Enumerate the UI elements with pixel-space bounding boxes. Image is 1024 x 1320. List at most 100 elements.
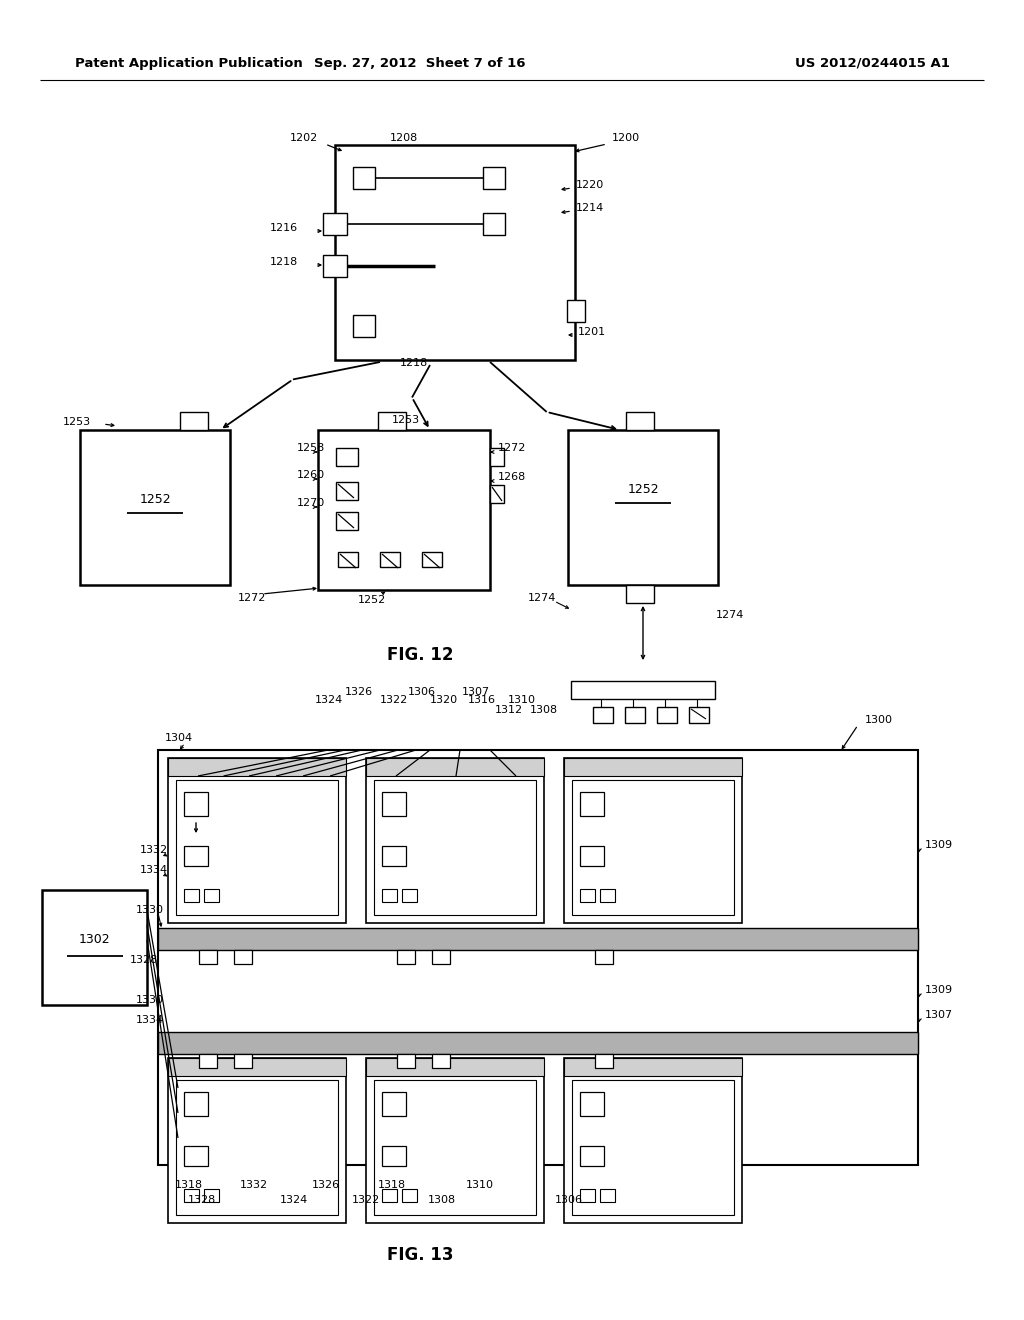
Text: 1201: 1201	[578, 327, 606, 337]
Bar	[353, 168, 375, 189]
Bar	[184, 792, 208, 816]
Text: 1308: 1308	[530, 705, 558, 715]
Bar	[483, 168, 505, 189]
Text: 1252: 1252	[139, 492, 171, 506]
Bar	[600, 1189, 615, 1203]
Text: 1306: 1306	[555, 1195, 583, 1205]
Text: 1328: 1328	[130, 954, 159, 965]
Bar	[42, 890, 147, 1005]
Text: 1309: 1309	[925, 985, 953, 995]
Bar	[366, 758, 544, 776]
Text: US 2012/0244015 A1: US 2012/0244015 A1	[795, 57, 950, 70]
Text: 1216: 1216	[270, 223, 298, 234]
Text: 1330: 1330	[136, 906, 164, 915]
Bar	[366, 1059, 544, 1076]
Bar	[572, 780, 734, 915]
Bar	[432, 1053, 450, 1068]
Text: 1202: 1202	[290, 133, 318, 143]
Text: 1274: 1274	[716, 610, 744, 620]
Bar	[490, 484, 504, 503]
Text: 1309: 1309	[925, 840, 953, 850]
Bar	[567, 300, 585, 322]
Bar	[80, 430, 230, 585]
Bar	[168, 758, 346, 776]
Text: 1320: 1320	[430, 696, 458, 705]
Bar	[336, 482, 358, 500]
Text: 1218: 1218	[400, 358, 428, 368]
Bar	[199, 950, 217, 964]
Bar	[382, 1092, 406, 1115]
Bar	[568, 430, 718, 585]
Bar	[382, 1189, 397, 1203]
Bar	[184, 1092, 208, 1115]
Text: 1318: 1318	[378, 1180, 407, 1191]
Bar	[580, 888, 595, 902]
Bar	[564, 758, 742, 923]
Bar	[366, 758, 544, 923]
Text: 1268: 1268	[498, 473, 526, 482]
Text: 1326: 1326	[345, 686, 373, 697]
Bar	[564, 1059, 742, 1224]
Bar	[580, 1092, 604, 1115]
Bar	[402, 888, 417, 902]
Bar	[402, 1189, 417, 1203]
Bar	[432, 950, 450, 964]
Bar	[184, 888, 199, 902]
Bar	[600, 888, 615, 902]
Bar	[184, 1146, 208, 1167]
Text: 1330: 1330	[136, 995, 164, 1005]
Bar	[180, 412, 208, 430]
Bar	[564, 1059, 742, 1076]
Bar	[338, 552, 357, 568]
Bar	[378, 412, 406, 430]
Bar	[158, 928, 918, 950]
Text: Sep. 27, 2012  Sheet 7 of 16: Sep. 27, 2012 Sheet 7 of 16	[314, 57, 525, 70]
Text: 1312: 1312	[495, 705, 523, 715]
Bar	[176, 780, 338, 915]
Bar	[580, 846, 604, 866]
Bar	[689, 708, 709, 723]
Bar	[168, 758, 346, 923]
Bar	[595, 1053, 613, 1068]
Text: 1322: 1322	[352, 1195, 380, 1205]
Bar	[572, 1080, 734, 1214]
Bar	[176, 1080, 338, 1214]
Text: 1270: 1270	[297, 498, 326, 508]
Text: 1308: 1308	[428, 1195, 456, 1205]
Text: 1252: 1252	[627, 483, 658, 496]
Text: 1318: 1318	[175, 1180, 203, 1191]
Text: 1304: 1304	[165, 733, 194, 743]
Text: 1334: 1334	[140, 865, 168, 875]
Text: 1306: 1306	[408, 686, 436, 697]
Bar	[382, 888, 397, 902]
Bar	[580, 1146, 604, 1167]
Bar	[204, 1189, 219, 1203]
Bar	[204, 888, 219, 902]
Text: 1332: 1332	[240, 1180, 268, 1191]
Bar	[397, 1053, 415, 1068]
Bar	[353, 315, 375, 337]
Bar	[483, 213, 505, 235]
Bar	[184, 1189, 199, 1203]
Bar	[626, 585, 654, 603]
Text: 1326: 1326	[312, 1180, 340, 1191]
Text: 1310: 1310	[508, 696, 536, 705]
Text: 1316: 1316	[468, 696, 496, 705]
Bar	[335, 145, 575, 360]
Text: 1310: 1310	[466, 1180, 494, 1191]
Text: 1253: 1253	[392, 414, 420, 425]
Text: 1272: 1272	[238, 593, 266, 603]
Bar	[382, 1146, 406, 1167]
Text: 1324: 1324	[280, 1195, 308, 1205]
Bar	[184, 846, 208, 866]
Bar	[323, 255, 347, 277]
Bar	[422, 552, 441, 568]
Bar	[336, 447, 358, 466]
Bar	[380, 552, 399, 568]
Text: 1334: 1334	[136, 1015, 164, 1026]
Bar	[382, 792, 406, 816]
Bar	[564, 758, 742, 776]
Text: 1274: 1274	[528, 593, 556, 603]
Text: FIG. 12: FIG. 12	[387, 645, 454, 664]
Text: 1214: 1214	[575, 203, 604, 213]
